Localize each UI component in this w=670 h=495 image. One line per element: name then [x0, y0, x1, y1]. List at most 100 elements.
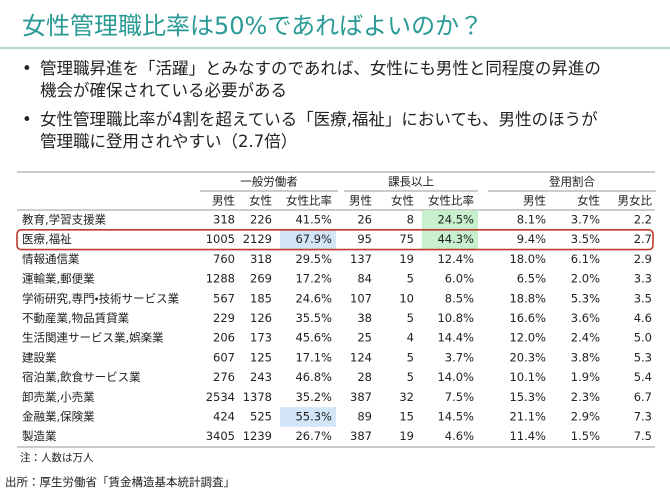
cell: 8.1%	[517, 213, 546, 227]
cell: 17.1%	[295, 350, 332, 364]
cell: 2.0%	[571, 272, 600, 286]
cell: 276	[213, 370, 235, 384]
cell: 46.8%	[295, 370, 332, 384]
bullet: 女性管理職比率が4割を超えている「医療,福祉」においても、男性のほうが管理職に登…	[22, 109, 598, 153]
cell: 10.1%	[509, 370, 546, 384]
cell: 7.3	[634, 410, 652, 424]
column-header: 女性	[391, 194, 414, 208]
cell: 2.4%	[571, 331, 600, 345]
cell: 5.3%	[571, 291, 600, 305]
cell: 760	[213, 252, 235, 266]
cell: 95	[357, 232, 372, 246]
cell: 24.5%	[437, 213, 474, 227]
bullet-line: 女性管理職比率が4割を超えている「医療,福祉」においても、男性のほうが	[22, 109, 598, 131]
cell: 243	[250, 370, 272, 384]
cell: 14.4%	[437, 331, 474, 345]
cell: 124	[350, 350, 372, 364]
row-label: 製造業	[22, 429, 57, 443]
bullet-line: 管理職に登用されやすい（2.7倍）	[40, 132, 298, 151]
row-label: 金融業,保険業	[22, 410, 95, 424]
cell: 5	[407, 272, 414, 286]
cell-highlight	[422, 229, 478, 250]
cell: 20.3%	[509, 350, 546, 364]
cell: 5	[407, 350, 414, 364]
cell: 126	[250, 311, 272, 325]
cell: 5.0	[634, 331, 652, 345]
cell: 226	[250, 213, 272, 227]
cell: 2.2	[634, 213, 652, 227]
cell: 29.5%	[295, 252, 332, 266]
group-header: 一般労働者	[240, 175, 298, 189]
cell: 1.9%	[571, 370, 600, 384]
row-label: 不動産業,物品賃貸業	[22, 311, 130, 325]
cell: 28	[357, 370, 372, 384]
cell: 3.8%	[571, 350, 600, 364]
row-label: 情報通信業	[22, 252, 80, 266]
cell: 1288	[206, 272, 235, 286]
cell: 6.5%	[517, 272, 546, 286]
column-header: 男女比	[618, 194, 653, 208]
cell: 44.3%	[437, 232, 474, 246]
cell: 19	[399, 429, 414, 443]
cell: 3.7%	[445, 350, 474, 364]
cell: 6.0%	[445, 272, 474, 286]
cell: 107	[350, 291, 372, 305]
cell: 318	[250, 252, 272, 266]
cell: 3.5	[634, 291, 652, 305]
cell: 17.2%	[295, 272, 332, 286]
cell: 137	[350, 252, 372, 266]
row-frame	[16, 229, 654, 251]
cell: 8.5%	[445, 291, 474, 305]
note: 注：人数は万人	[20, 451, 94, 464]
bullet: 管理職昇進を「活躍」とみなすのであれば、女性にも男性と同程度の昇進の機会が確保さ…	[22, 58, 601, 102]
cell: 15.3%	[509, 390, 546, 404]
bullet-line: 機会が確保されている必要がある	[40, 81, 288, 100]
cell: 173	[250, 331, 272, 345]
cell: 16.6%	[509, 311, 546, 325]
cell: 12.4%	[437, 252, 474, 266]
cell: 35.2%	[295, 390, 332, 404]
cell: 55.3%	[295, 410, 332, 424]
row-label: 卸売業,小売業	[22, 390, 95, 404]
cell: 35.5%	[295, 311, 332, 325]
cell: 6.7	[634, 390, 652, 404]
row-label: 医療,福祉	[22, 232, 72, 246]
cell: 2.9%	[571, 410, 600, 424]
cell: 10.8%	[437, 311, 474, 325]
cell: 41.5%	[295, 213, 332, 227]
row-label: 生活関連サービス業,娯楽業	[22, 331, 164, 345]
cell: 18.0%	[509, 252, 546, 266]
title-rule	[0, 47, 670, 49]
cell: 10	[399, 291, 414, 305]
cell: 5	[407, 370, 414, 384]
cell: 9.4%	[517, 232, 546, 246]
cell: 185	[250, 291, 272, 305]
cell: 2.3%	[571, 390, 600, 404]
cell: 269	[250, 272, 272, 286]
cell: 8	[407, 213, 414, 227]
cell: 2129	[243, 232, 272, 246]
source: 出所：厚生労働省「賃金構造基本統計調査」	[5, 475, 235, 489]
cell: 19	[399, 252, 414, 266]
cell: 21.1%	[509, 410, 546, 424]
cell: 6.1%	[571, 252, 600, 266]
row-label: 宿泊業,飲食サービス業	[22, 370, 141, 384]
column-header: 男性	[212, 194, 235, 208]
cell-highlight	[280, 407, 336, 427]
cell: 1378	[243, 390, 272, 404]
cell: 607	[213, 350, 235, 364]
cell: 1239	[243, 429, 272, 443]
cell: 3405	[206, 429, 235, 443]
cell: 84	[357, 272, 372, 286]
group-header: 課長以上	[388, 175, 434, 189]
cell: 12.0%	[509, 331, 546, 345]
cell: 229	[213, 311, 235, 325]
title: 女性管理職比率は50%であればよいのか？	[22, 12, 484, 40]
column-header: 男性	[349, 194, 372, 208]
cell-highlight	[280, 229, 336, 250]
cell: 206	[213, 331, 235, 345]
cell-highlight	[422, 210, 478, 230]
row-label: 学術研究,専門・技術サービス業	[22, 291, 180, 305]
